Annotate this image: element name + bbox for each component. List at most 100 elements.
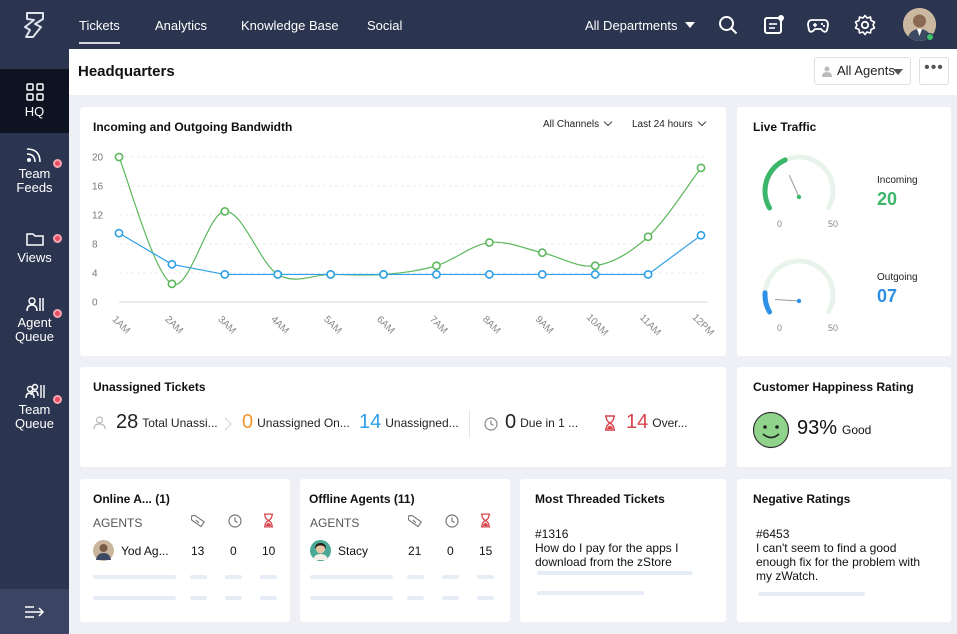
ticket-icon <box>408 514 422 528</box>
placeholder-line <box>260 596 277 600</box>
agent-overdue-count: 15 <box>479 544 493 558</box>
tab-tickets[interactable]: Tickets <box>79 0 120 49</box>
placeholder-line <box>310 596 393 600</box>
clock-icon <box>228 514 242 528</box>
sidebar-item-team-feeds[interactable]: Team Feeds <box>0 147 69 195</box>
unassigned-online-stat[interactable]: 0 Unassigned On... <box>242 411 350 434</box>
placeholder-line <box>190 596 207 600</box>
data-point <box>484 238 494 247</box>
user-outline-icon <box>93 416 106 430</box>
ticket-id[interactable]: #6453 <box>756 527 790 541</box>
search-icon[interactable] <box>717 14 739 36</box>
grid-icon <box>25 83 44 101</box>
gamepad-icon[interactable] <box>807 14 829 36</box>
ticket-id[interactable]: #1316 <box>535 527 569 541</box>
feed-icon <box>26 148 41 163</box>
compose-icon[interactable] <box>763 14 785 36</box>
due-label: Due in 1 ... <box>520 415 579 430</box>
data-point <box>220 270 230 279</box>
bandwidth-card: Incoming and Outgoing Bandwidth All Chan… <box>80 107 726 356</box>
data-point <box>114 228 124 238</box>
agents-column-header: AGENTS <box>93 516 143 530</box>
happiness-card: Customer Happiness Rating 93% Good <box>737 367 951 467</box>
gear-icon[interactable] <box>854 14 876 36</box>
total-unassigned-stat[interactable]: 28 Total Unassi... <box>116 411 218 434</box>
incoming-value: 20 <box>877 189 898 209</box>
card-title: Negative Ratings <box>753 492 851 506</box>
data-point <box>537 270 547 279</box>
unassigned-offline-stat[interactable]: 14 Unassigned... <box>359 411 459 434</box>
placeholder-line <box>225 596 242 600</box>
more-options-button[interactable]: ••• <box>919 57 949 85</box>
data-point <box>273 270 283 279</box>
folder-icon <box>25 233 44 246</box>
placeholder-line <box>260 575 277 579</box>
tab-knowledge-base[interactable]: Knowledge Base <box>241 18 339 33</box>
x-tick-label: 12PM <box>690 312 716 338</box>
placeholder-line <box>758 592 865 596</box>
card-title: Incoming and Outgoing Bandwidth <box>93 120 293 134</box>
gauge-needle <box>775 298 800 302</box>
overdue-stat[interactable]: 14 Over... <box>626 411 688 434</box>
ticket-subject[interactable]: How do I pay for the apps I download fro… <box>535 541 679 569</box>
series-line <box>118 156 702 285</box>
page-header: Headquarters All Agents ••• <box>69 49 957 95</box>
y-tick-label: 4 <box>92 269 98 280</box>
overdue-label: Over... <box>652 415 688 430</box>
sidebar-item-agent-queue[interactable]: Agent Queue <box>0 296 69 344</box>
sidebar-item-hq[interactable]: HQ <box>0 69 69 133</box>
collapse-sidebar-button[interactable] <box>0 589 69 634</box>
data-point <box>167 259 177 269</box>
placeholder-line <box>190 575 207 579</box>
x-tick-label: 3AM <box>215 314 237 336</box>
sidebar-item-views[interactable]: Views <box>0 231 69 265</box>
ticket-icon <box>191 514 205 528</box>
sidebar-item-team-queue[interactable]: Team Queue <box>0 383 69 431</box>
placeholder-line <box>310 575 393 579</box>
agents-filter-dropdown[interactable]: All Agents <box>814 57 911 85</box>
gauge-hub <box>796 194 802 200</box>
happiness-percent: 93% <box>797 417 838 439</box>
chevron-down-icon <box>685 22 696 28</box>
tab-social[interactable]: Social <box>367 18 403 33</box>
sidebar-item-label: Team Queue <box>14 402 55 431</box>
sidebar-item-label: Views <box>17 250 52 265</box>
y-tick-label: 20 <box>92 153 104 164</box>
data-point <box>432 270 441 279</box>
x-tick-label: 9AM <box>533 314 555 336</box>
offline-agents-card: Offline Agents (11) AGENTS Stacy 21 0 15 <box>300 479 510 622</box>
x-tick-label: 10AM <box>584 312 610 338</box>
notification-badge <box>53 234 62 243</box>
sidebar-item-label: Agent Queue <box>14 315 55 344</box>
y-tick-label: 16 <box>92 182 104 193</box>
data-point <box>326 270 336 279</box>
card-title: Most Threaded Tickets <box>535 492 665 506</box>
unassigned-offline-label: Unassigned... <box>385 415 459 430</box>
incoming-gauge <box>762 154 836 211</box>
due-stat[interactable]: 0 Due in 1 ... <box>505 411 578 434</box>
channel-filter-dropdown[interactable]: All Channels <box>543 117 613 130</box>
tab-analytics[interactable]: Analytics <box>155 18 208 33</box>
placeholder-line <box>537 591 644 595</box>
bandwidth-chart: 0 4 8 12 16 20 1AM 2AM 3AM 4AM 5AM 6AM 7AM 8AM 9AM 10AM… <box>92 153 716 339</box>
rating-comment[interactable]: I can't seem to find a good enough fix f… <box>756 541 921 583</box>
app-logo-icon[interactable] <box>0 0 69 49</box>
total-unassigned-value: 28 <box>116 411 139 433</box>
agent-name[interactable]: Stacy <box>338 544 369 558</box>
data-point <box>590 261 600 271</box>
card-title: Online A... (1) <box>93 492 170 506</box>
incoming-label: Incoming <box>877 175 918 186</box>
collapse-icon <box>24 605 44 618</box>
data-point <box>696 163 706 173</box>
agent-due-count: 0 <box>447 544 454 558</box>
data-point <box>167 279 177 289</box>
gauge-max-label: 50 <box>828 323 839 333</box>
data-point <box>432 261 441 271</box>
agents-column-header: AGENTS <box>310 516 360 530</box>
time-filter-dropdown[interactable]: Last 24 hours <box>632 117 706 130</box>
department-selector[interactable]: All Departments <box>585 0 696 49</box>
gauge-max-label: 50 <box>828 219 839 229</box>
data-point <box>379 270 388 279</box>
agent-ticket-count: 21 <box>408 544 422 558</box>
agent-name[interactable]: Yod Ag... <box>121 544 169 558</box>
